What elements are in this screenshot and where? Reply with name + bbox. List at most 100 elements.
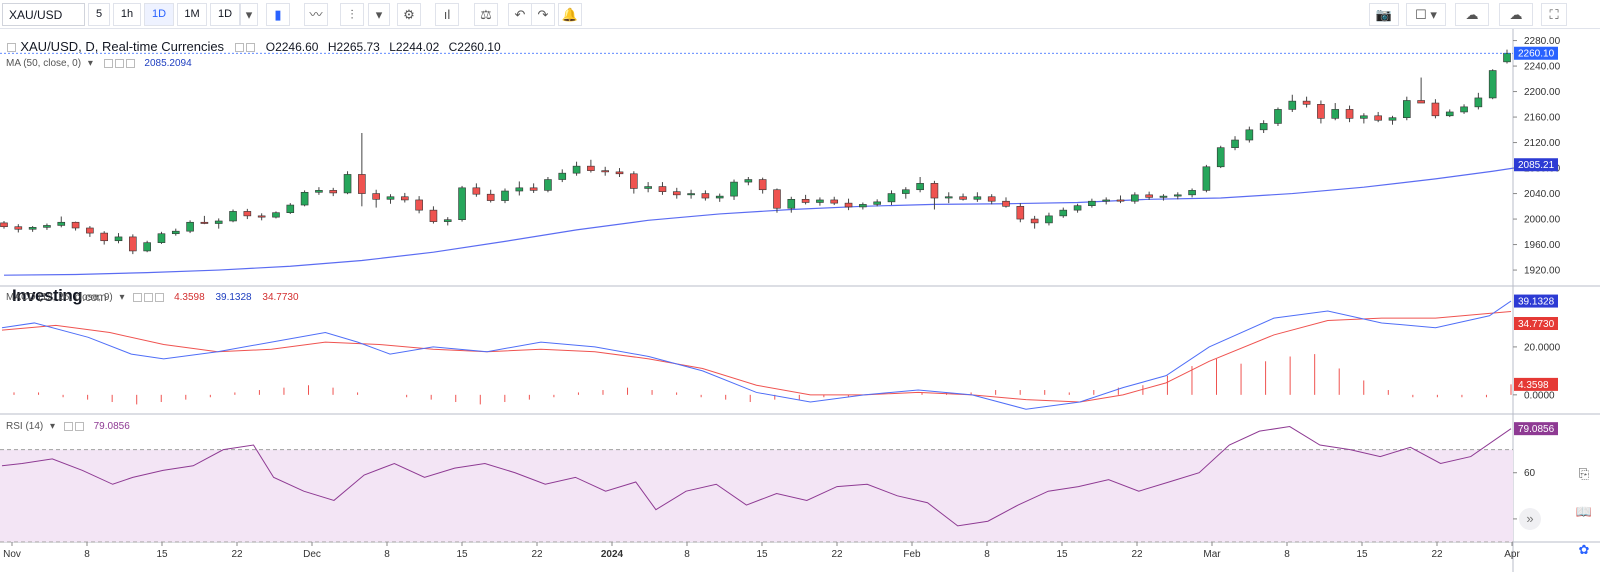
scales-icon[interactable]: ⚖ [474,3,498,26]
candles-icon[interactable]: ▮ [266,3,290,26]
chevron-down-icon[interactable]: ▾ [368,3,390,26]
translate-icon[interactable]: ⎘ [1578,466,1590,481]
candle-body [1503,52,1511,63]
candle-body [1417,100,1425,104]
candle-body [129,236,137,252]
layout-icon[interactable]: ☐ ▾ [1406,3,1446,26]
price-tick-label: 2280.00 [1524,36,1561,47]
close-icon[interactable] [246,43,256,53]
ohlc-low: L2244.02 [389,40,440,54]
candle-body [644,186,652,189]
macd-legend-label: MACD (12, 26, close, 9) [6,292,113,303]
candle-body [816,199,824,203]
chevron-down-icon[interactable]: ▾ [87,58,93,69]
line-chart-icon[interactable]: 〰 [304,3,328,26]
candle-body [887,193,896,203]
interval-1h-button[interactable]: 1h [113,3,141,26]
fullscreen-icon[interactable]: ⛶ [1541,3,1567,26]
candle-body [272,212,280,218]
book-icon[interactable]: 📖 [1575,504,1593,519]
time-tick-label: 15 [1056,549,1068,560]
candle-body [243,211,252,217]
candle-body [257,215,266,218]
scroll-to-latest-button[interactable]: » [1519,508,1541,530]
time-tick-label: 15 [756,549,768,560]
collapse-icon[interactable] [7,43,16,53]
eye-icon[interactable] [63,421,73,431]
candle-body [1288,100,1297,110]
price-tick-label: 1920.00 [1524,266,1561,277]
candle-body [544,179,552,191]
settings-icon[interactable] [235,43,245,53]
macd-legend: MACD (12, 26, close, 9) ▾ 4.3598 39.1328… [6,292,299,303]
time-tick-label: 22 [1431,549,1443,560]
brain-icon[interactable]: ✿ [1578,542,1590,557]
rsi-pane [0,426,1513,543]
eye-icon[interactable] [133,292,143,302]
ohlc-high: H2265.73 [327,40,380,54]
time-tick-label: 8 [84,549,90,560]
candle-body [630,173,638,189]
candle-body [386,196,395,200]
macd-hist-value: 4.3598 [174,292,205,303]
interval-5-button[interactable]: 5 [88,3,110,26]
close-icon[interactable] [125,58,135,68]
candle-body [587,165,595,171]
indicators-icon[interactable]: ıl [435,3,459,26]
time-tick-label: 8 [684,549,690,560]
interval-1d-button[interactable]: 1D [144,3,174,26]
candle-body [1188,190,1196,196]
settings-icon[interactable] [144,292,154,302]
chevron-down-icon[interactable]: ▾ [50,421,56,432]
last-price-label-bg [1514,46,1558,60]
time-tick-label: 8 [984,549,990,560]
time-tick-label: 22 [1131,549,1143,560]
alert-icon[interactable]: 🔔 [558,3,582,26]
compare-icon[interactable]: ⫶ [340,3,364,26]
candle-body [0,222,8,228]
macd-signal-line [1,311,1512,403]
chart-area[interactable]: 2280.002240.002200.002160.002120.002080.… [0,29,1600,572]
time-tick-label: Mar [1203,549,1221,560]
chart-canvas[interactable]: 2280.002240.002200.002160.002120.002080.… [0,29,1600,572]
candle-body [86,227,94,234]
candle-body [615,171,624,175]
time-axis: Nov 8 15 22 Dec 8 15 22 2024 8 15 22 Feb 8 15 22 Mar 8 15 2… [3,542,1520,560]
candle-body [1173,194,1182,197]
eye-icon[interactable] [103,58,113,68]
ma-legend-value: 2085.2094 [144,58,192,69]
cloud-download-icon[interactable]: ☁ [1455,3,1489,26]
settings-icon[interactable] [74,421,84,431]
macd-line [1,300,1512,410]
candle-body [1002,200,1010,207]
cloud-upload-icon[interactable]: ☁ [1499,3,1533,26]
candle-body [1488,70,1497,99]
camera-icon[interactable]: 📷 [1369,3,1399,26]
candle-body [744,179,753,183]
interval-1m-button[interactable]: 1M [177,3,207,26]
time-tick-label: 22 [231,549,243,560]
ma-value-label-bg [1514,158,1558,172]
price-tick-label: 2120.00 [1524,138,1561,149]
price-axis: 2280.002240.002200.002160.002120.002080.… [0,36,1561,525]
candle-body [859,204,867,208]
candle-body [1360,115,1368,119]
redo-icon[interactable]: ↷ [531,3,555,26]
close-icon[interactable] [155,292,165,302]
candle-body [787,199,796,209]
undo-icon[interactable]: ↶ [508,3,532,26]
candle-body [1116,199,1125,202]
candle-body [1145,194,1153,198]
settings-icon[interactable] [114,58,124,68]
symbol-input[interactable]: XAU/USD [2,3,85,26]
candle-body [1202,166,1211,191]
time-tick-label: 22 [531,549,543,560]
time-tick-label: 22 [831,549,843,560]
chevron-down-icon[interactable]: ▾ [119,292,125,303]
chevron-down-icon[interactable]: ▾ [240,3,258,26]
candle-body [916,183,924,191]
candle-body [1403,100,1411,119]
interval-dropdown-button[interactable]: 1D [210,3,240,26]
gear-icon[interactable]: ⚙ [397,3,421,26]
time-tick-label: 15 [156,549,168,560]
